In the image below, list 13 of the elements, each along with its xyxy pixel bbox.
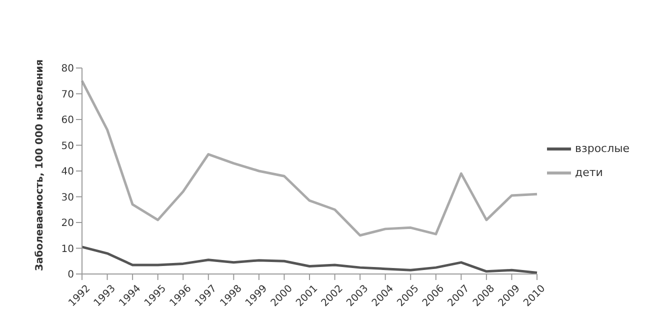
y-tick-label: 50 xyxy=(61,140,74,152)
line-series xyxy=(80,80,538,237)
y-tick-label: 20 xyxy=(61,218,74,230)
y-tick-label: 10 xyxy=(61,244,74,255)
y-tick-label: 30 xyxy=(61,192,74,204)
legend-label: дети xyxy=(575,166,603,179)
y-axis-title: Заболеваемость, 100 000 населения xyxy=(34,59,46,271)
y-tick-label: 40 xyxy=(61,166,74,178)
y-tick-label: 80 xyxy=(61,64,74,75)
y-tick-label: 70 xyxy=(61,89,74,100)
y-tick-label: 60 xyxy=(61,115,74,126)
y-tick-label: 0 xyxy=(68,270,74,281)
legend-label: взрослые xyxy=(575,142,630,155)
